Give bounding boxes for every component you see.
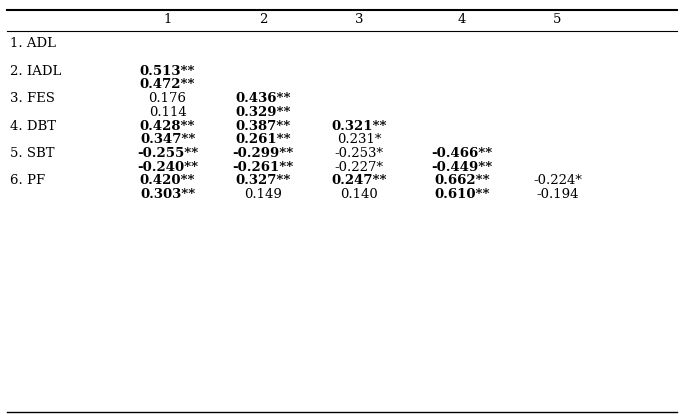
Text: 0.176: 0.176 <box>148 92 187 105</box>
Text: 0.303**: 0.303** <box>140 188 195 201</box>
Text: 3: 3 <box>355 13 363 27</box>
Text: 0.610**: 0.610** <box>434 188 490 201</box>
Text: 0.420**: 0.420** <box>140 174 196 188</box>
Text: 0.114: 0.114 <box>148 106 187 119</box>
Text: 0.387**: 0.387** <box>236 119 291 133</box>
Text: 2. IADL: 2. IADL <box>10 64 62 78</box>
Text: 0.662**: 0.662** <box>434 174 490 188</box>
Text: 4. DBT: 4. DBT <box>10 119 56 133</box>
Text: 3. FES: 3. FES <box>10 92 55 105</box>
Text: 6. PF: 6. PF <box>10 174 45 188</box>
Text: 0.513**: 0.513** <box>140 64 196 78</box>
Text: 0.436**: 0.436** <box>235 92 291 105</box>
Text: 0.329**: 0.329** <box>235 106 291 119</box>
Text: 0.140: 0.140 <box>340 188 378 201</box>
Text: -0.194: -0.194 <box>536 188 579 201</box>
Text: -0.240**: -0.240** <box>137 161 198 174</box>
Text: 0.261**: 0.261** <box>235 133 291 146</box>
Text: 4: 4 <box>458 13 466 27</box>
Text: 0.321**: 0.321** <box>331 119 387 133</box>
Text: 1: 1 <box>163 13 172 27</box>
Text: -0.261**: -0.261** <box>233 161 294 174</box>
Text: -0.227*: -0.227* <box>334 161 384 174</box>
Text: 0.428**: 0.428** <box>140 119 196 133</box>
Text: 2: 2 <box>259 13 267 27</box>
Text: -0.449**: -0.449** <box>431 161 492 174</box>
Text: 0.149: 0.149 <box>244 188 282 201</box>
Text: 5: 5 <box>553 13 562 27</box>
Text: -0.253*: -0.253* <box>334 147 384 160</box>
Text: -0.299**: -0.299** <box>233 147 294 160</box>
Text: -0.255**: -0.255** <box>137 147 198 160</box>
Text: 0.247**: 0.247** <box>331 174 387 188</box>
Text: -0.466**: -0.466** <box>431 147 492 160</box>
Text: 0.327**: 0.327** <box>236 174 291 188</box>
Text: 0.472**: 0.472** <box>140 78 196 92</box>
Text: 0.231*: 0.231* <box>337 133 381 146</box>
Text: 1. ADL: 1. ADL <box>10 37 56 50</box>
Text: 0.347**: 0.347** <box>140 133 195 146</box>
Text: -0.224*: -0.224* <box>533 174 582 188</box>
Text: 5. SBT: 5. SBT <box>10 147 55 160</box>
